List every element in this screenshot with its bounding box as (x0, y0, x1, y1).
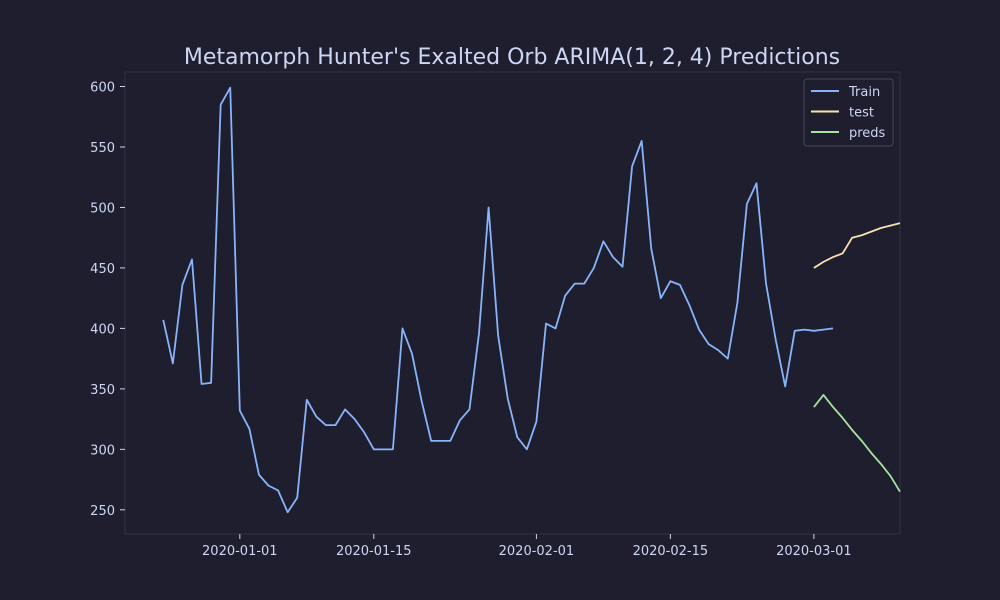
legend: Train test preds (803, 78, 894, 147)
series-lines (162, 86, 901, 514)
x-axis: 2020-01-01 2020-01-15 2020-02-01 2020-02-15… (202, 534, 852, 559)
x-tick-label: 2020-02-01 (499, 544, 575, 559)
series-line-train (162, 86, 834, 514)
x-tick-label: 2020-01-01 (202, 544, 278, 559)
y-tick-label: 500 (90, 201, 115, 216)
y-tick-label: 400 (90, 322, 115, 337)
y-tick-label: 550 (90, 141, 115, 156)
y-tick-label: 600 (90, 81, 115, 96)
y-tick-label: 350 (90, 383, 115, 398)
y-tick-label: 450 (90, 262, 115, 277)
x-tick-label: 2020-01-15 (336, 544, 412, 559)
plot-area (124, 71, 901, 535)
legend-box (803, 78, 894, 147)
legend-label: preds (849, 126, 886, 141)
y-axis: 250 300 350 400 450 500 550 600 (90, 81, 125, 519)
legend-label: test (849, 106, 874, 121)
legend-label: Train (848, 85, 880, 100)
x-tick-label: 2020-02-15 (633, 544, 709, 559)
series-line-test (813, 222, 901, 269)
chart-title: Metamorph Hunter's Exalted Orb ARIMA(1, … (184, 45, 840, 70)
x-tick-label: 2020-03-01 (776, 544, 852, 559)
series-line-preds (813, 394, 901, 493)
y-tick-label: 300 (90, 443, 115, 458)
y-tick-label: 250 (90, 504, 115, 519)
